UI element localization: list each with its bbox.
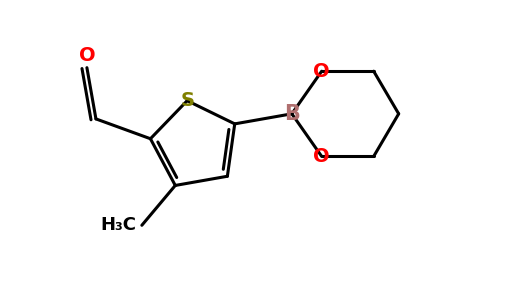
Text: O: O [313, 147, 330, 166]
Text: H₃C: H₃C [101, 216, 137, 234]
Text: B: B [284, 104, 300, 124]
Text: O: O [79, 46, 95, 65]
Text: O: O [313, 62, 330, 81]
Text: S: S [180, 91, 194, 110]
